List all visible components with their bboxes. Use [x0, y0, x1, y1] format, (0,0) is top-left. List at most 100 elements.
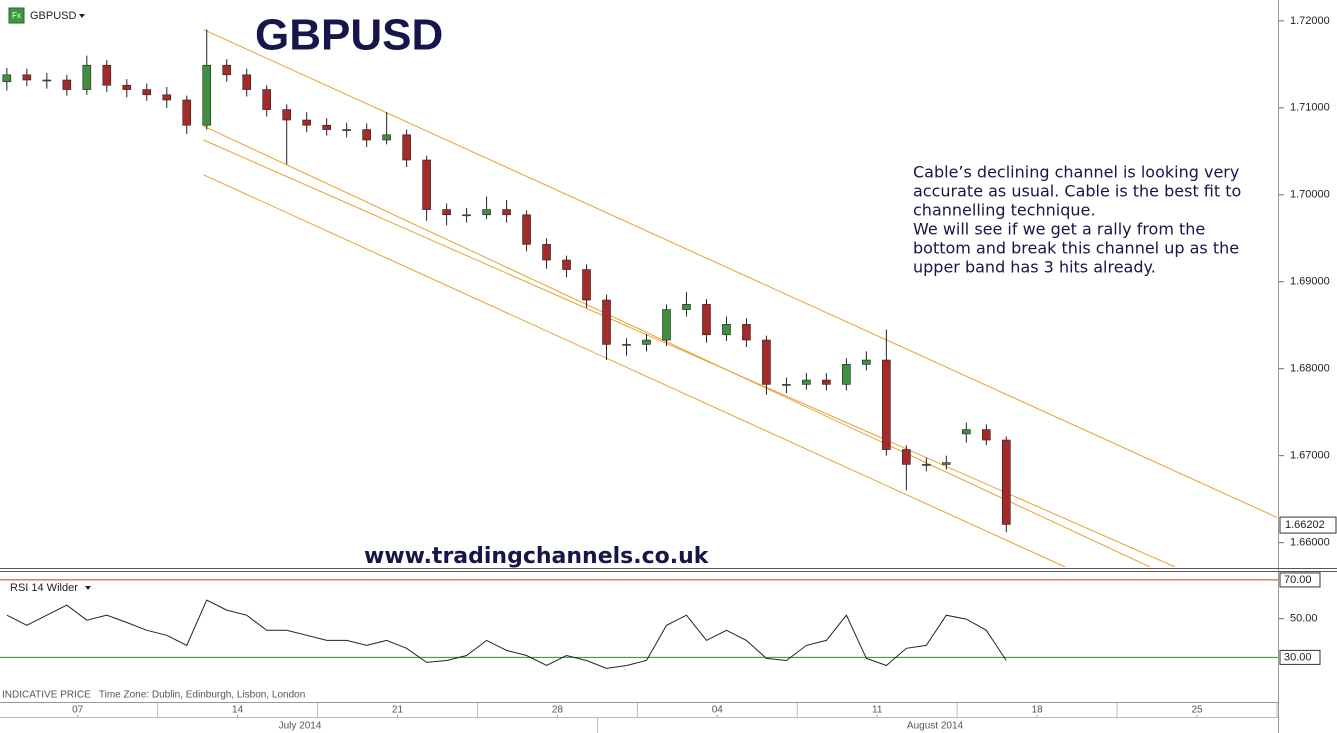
candle-body [322, 124, 331, 130]
candle-body [742, 324, 751, 341]
y-tick-label: 1.71000 [1290, 102, 1330, 114]
candle-body [722, 324, 731, 336]
candle-body [642, 339, 651, 345]
candle-body [982, 429, 991, 441]
candle-body [482, 209, 491, 216]
candle-body [542, 244, 551, 261]
candle-body [362, 129, 371, 141]
y-tick-label: 1.68000 [1290, 363, 1330, 375]
month-label: August 2014 [907, 721, 964, 732]
annotation-line: bottom and break this channel up as the [913, 239, 1239, 258]
annotation: Cable’s declining channel is looking ver… [913, 163, 1241, 277]
candle-body [922, 464, 931, 466]
x-tick-label: 14 [232, 705, 244, 716]
rsi-label: RSI 14 Wilder [10, 582, 78, 594]
x-tick-label: 25 [1191, 705, 1203, 716]
candle-body [462, 214, 471, 217]
candle-body [442, 209, 451, 216]
candle-body [262, 89, 272, 110]
candle-body [22, 74, 32, 81]
candle-body [122, 84, 132, 90]
y-tick-label: 1.69000 [1290, 276, 1330, 288]
rsi-level-box [1279, 649, 1321, 665]
candle-body [782, 384, 791, 386]
y-tick-label: 1.70000 [1290, 189, 1330, 201]
last-price-box [1279, 516, 1337, 534]
candle-body [562, 259, 571, 270]
footer-note: INDICATIVE PRICE Time Zone: Dublin, Edin… [2, 690, 305, 701]
candle-body [802, 379, 811, 385]
symbol-selector[interactable]: Fx GBPUSD [8, 7, 85, 24]
channel-line [203, 125, 1151, 567]
candle-body [582, 269, 591, 301]
candle-body [822, 379, 831, 385]
candle-body [862, 359, 871, 365]
x-tick-label: 07 [72, 705, 84, 716]
symbol-name: GBPUSD [30, 10, 77, 22]
x-tick-label: 04 [712, 705, 724, 716]
annotation-line: Cable’s declining channel is looking ver… [913, 163, 1239, 182]
candle-body [302, 119, 311, 126]
candle-body [942, 462, 951, 465]
rsi-level-label: 30.00 [1284, 651, 1312, 663]
y-tick-label: 1.67000 [1290, 450, 1330, 462]
candle-body [222, 64, 232, 76]
candle-body [422, 159, 431, 210]
annotation-line: accurate as usual. Cable is the best fit… [913, 182, 1241, 201]
candle-body [1001, 439, 1011, 525]
rsi-level-label: 70.00 [1284, 574, 1312, 586]
candle-body [2, 74, 12, 83]
candle-body [202, 64, 212, 126]
x-tick-label: 18 [1032, 705, 1044, 716]
candle-body [522, 214, 531, 245]
x-tick-label: 28 [552, 705, 564, 716]
candle-body [242, 74, 252, 90]
rsi-line [6, 599, 1007, 669]
candle-body [382, 134, 391, 141]
watermark: www.tradingchannels.co.uk [364, 544, 710, 569]
x-tick-label: 21 [392, 705, 404, 716]
dropdown-arrow [79, 14, 85, 18]
rsi-panel [0, 579, 1278, 669]
symbol-icon [8, 7, 25, 24]
candle-body [62, 79, 72, 90]
channel-line [203, 174, 1066, 567]
month-label: July 2014 [279, 721, 322, 732]
candle-body [42, 79, 52, 82]
annotation-line: We will see if we get a rally from the [913, 220, 1205, 239]
candle-body [402, 134, 411, 161]
y-tick-label: 50.00 [1290, 613, 1318, 625]
candle-body [622, 344, 631, 346]
symbol-icon-text: Fx [12, 11, 21, 20]
x-tick-label: 11 [872, 705, 883, 716]
candle-body [962, 429, 971, 435]
candle-body [882, 359, 891, 450]
candle-body [102, 64, 112, 86]
price-panel [2, 29, 1278, 567]
candle-body [702, 304, 711, 336]
rsi-level-box [1279, 572, 1321, 588]
candle-body [762, 339, 771, 385]
chart-title: GBPUSD [255, 11, 443, 60]
candle-body [142, 89, 152, 96]
candle-body [342, 129, 351, 131]
candle-body [842, 364, 851, 385]
annotation-line: channelling technique. [913, 201, 1095, 220]
candle-body [82, 64, 92, 90]
candle-body [282, 109, 291, 121]
channel-line [203, 29, 1278, 518]
y-tick-label: 1.72000 [1290, 15, 1330, 27]
y-tick-label: 1.66000 [1290, 537, 1330, 549]
candle-body [682, 304, 691, 310]
candle-body [502, 209, 511, 216]
last-price-label: 1.66202 [1285, 519, 1325, 531]
candle-body [162, 94, 172, 101]
candle-body [902, 449, 911, 465]
candle-body [662, 309, 671, 341]
annotation-line: upper band has 3 hits already. [913, 258, 1156, 277]
dropdown-arrow [85, 586, 91, 590]
rsi-selector[interactable]: RSI 14 Wilder [10, 582, 91, 594]
candle-body [602, 299, 611, 345]
